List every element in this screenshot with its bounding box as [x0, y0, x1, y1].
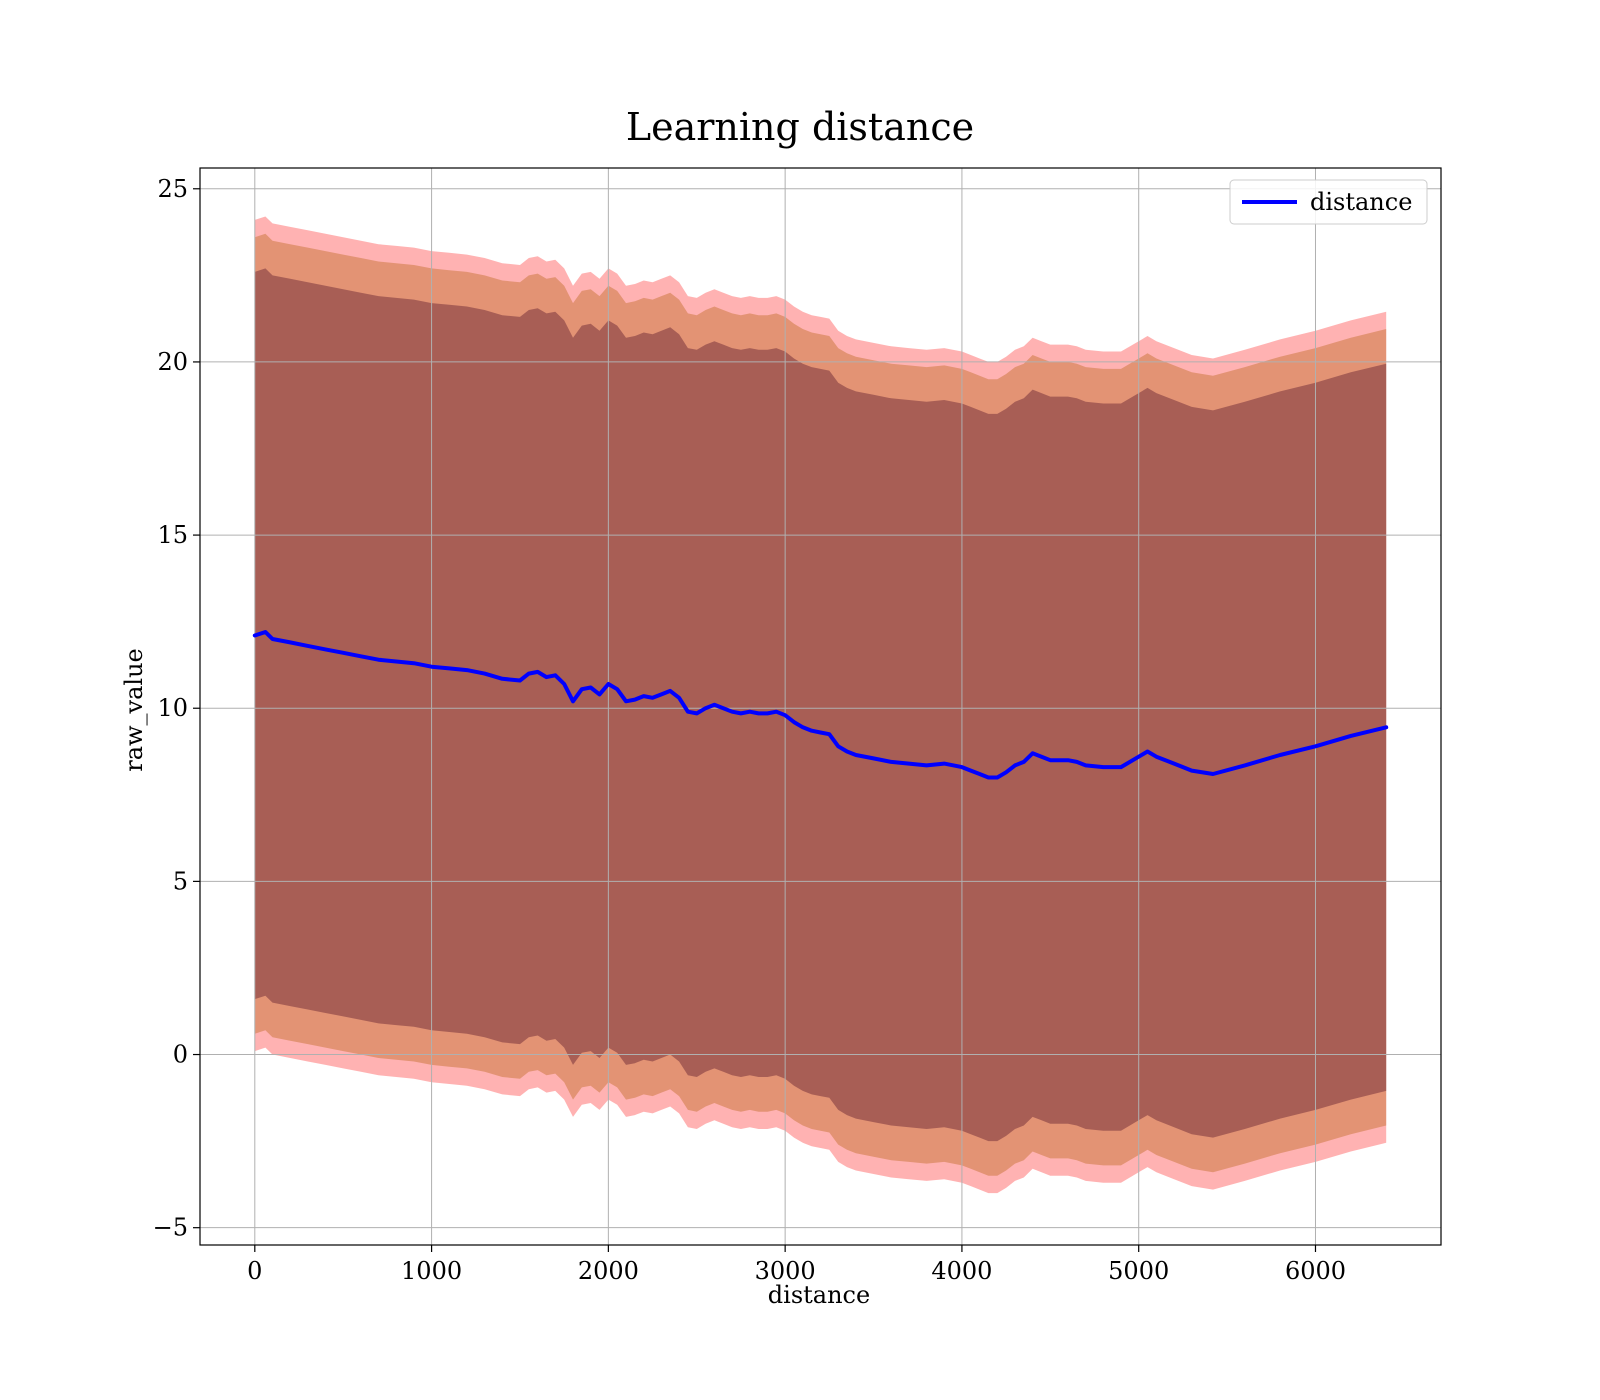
band-inner [254, 268, 1387, 1142]
confidence-bands [254, 216, 1387, 1194]
y-tick-label: −5 [153, 1214, 188, 1242]
band-outer [254, 216, 1387, 1194]
series-line-distance [252, 630, 1389, 780]
y-tick-label: 5 [173, 867, 188, 895]
y-tick-label: 0 [173, 1041, 188, 1069]
band-middle [254, 233, 1387, 1176]
x-tick-label: 5000 [1108, 1257, 1169, 1285]
y-axis-ticks: −5 0 5 10 15 20 25 [153, 175, 200, 1242]
x-tick-label: 2000 [578, 1257, 639, 1285]
x-axis-label: distance [768, 1281, 870, 1309]
plot-frame [199, 167, 1442, 1246]
y-tick-label: 25 [157, 175, 188, 203]
legend: distance [1229, 179, 1428, 225]
x-tick-label: 0 [247, 1257, 262, 1285]
x-tick-label: 6000 [1285, 1257, 1346, 1285]
series-lines [252, 630, 1389, 780]
x-axis-ticks: 0 1000 2000 3000 4000 5000 6000 [247, 1245, 1346, 1285]
grid [200, 168, 1441, 1245]
y-tick-label: 15 [157, 521, 188, 549]
legend-box [1229, 179, 1428, 225]
legend-label: distance [1310, 188, 1412, 216]
y-tick-label: 20 [157, 348, 188, 376]
x-tick-label: 3000 [755, 1257, 816, 1285]
x-tick-label: 1000 [401, 1257, 462, 1285]
x-tick-label: 4000 [931, 1257, 992, 1285]
chart-title: Learning distance [626, 105, 974, 149]
y-axis-label: raw_value [120, 648, 148, 772]
y-tick-label: 10 [157, 694, 188, 722]
